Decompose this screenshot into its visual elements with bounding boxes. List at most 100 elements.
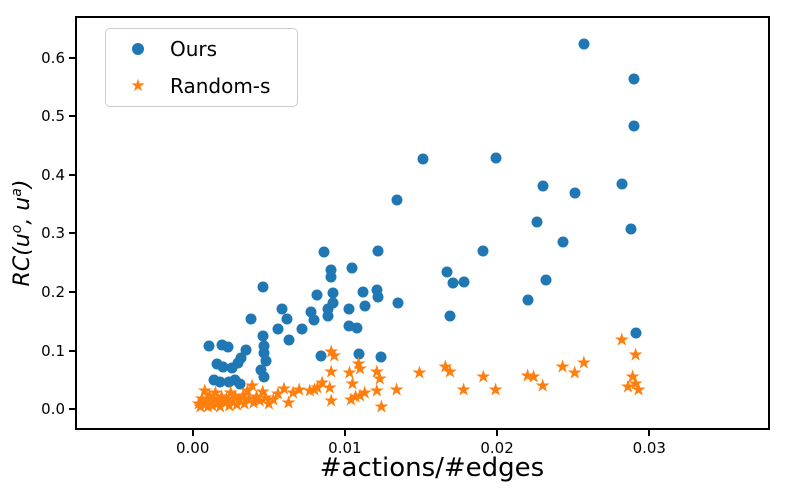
data-point-ours (257, 330, 269, 342)
data-point-ours (245, 313, 256, 325)
data-point-random-s: ★ (218, 388, 235, 410)
data-point-random-s: ★ (202, 392, 220, 414)
data-point-random-s: ★ (342, 388, 360, 410)
data-point-random-s: ★ (627, 373, 644, 395)
data-point-random-s: ★ (388, 378, 405, 400)
x-tick-label: 0.02 (480, 439, 514, 457)
data-point-ours (569, 187, 581, 199)
data-point-ours (346, 262, 358, 274)
data-point-ours (343, 320, 355, 332)
data-point-random-s: ★ (236, 393, 253, 415)
data-point-ours (315, 350, 327, 361)
y-tick-label: 0.6 (41, 48, 65, 67)
data-point-ours (477, 245, 489, 256)
data-point-random-s: ★ (201, 385, 218, 407)
data-point-random-s: ★ (368, 361, 385, 383)
data-point-ours (255, 364, 267, 376)
data-point-random-s: ★ (630, 379, 647, 401)
data-point-ours (537, 180, 549, 192)
data-point-ours (240, 344, 252, 356)
legend-label: Random-s (170, 74, 271, 98)
data-point-random-s: ★ (257, 387, 274, 409)
data-point-random-s: ★ (198, 390, 215, 412)
data-point-random-s: ★ (441, 360, 458, 382)
y-tick-mark (69, 173, 75, 176)
plot-area: 0.00 0.01 0.02 0.03 0.0 0.1 0.2 0.3 0.4 0.5 0.6 ★ ★… (41, 16, 770, 457)
data-point-ours (276, 303, 288, 315)
data-point-ours (375, 351, 387, 363)
data-point-random-s: ★ (373, 396, 390, 418)
data-point-random-s: ★ (347, 386, 364, 408)
data-point-random-s: ★ (352, 358, 369, 380)
y-tick-label: 0.5 (41, 107, 65, 126)
x-axis-label: #actions/#edges (319, 453, 545, 483)
data-point-random-s: ★ (326, 345, 343, 367)
data-point-random-s: ★ (196, 380, 213, 402)
data-point-random-s: ★ (239, 380, 256, 402)
data-point-ours (272, 323, 284, 335)
data-point-random-s: ★ (291, 378, 308, 400)
data-point-random-s: ★ (240, 388, 258, 410)
data-point-random-s: ★ (251, 390, 268, 412)
data-point-random-s: ★ (265, 389, 282, 411)
data-point-random-s: ★ (534, 375, 551, 397)
data-point-random-s: ★ (341, 361, 358, 383)
data-point-random-s: ★ (437, 356, 454, 378)
data-point-random-s: ★ (613, 329, 630, 351)
data-point-ours (217, 361, 229, 373)
data-point-ours (359, 300, 371, 312)
data-point-ours (325, 271, 337, 283)
y-tick-label: 0.0 (41, 400, 65, 419)
scatter-points: ★ ★ ★ ★ ★ ★ ★ ★ ★ ★ ★ ★ ★ ★ ★ ★ ★ ★ ★ ★ ★ ★ ★ ★ ★ ★ ★ ★ ★ ★ ★ ★ ★ ★ ★ ★ ★ ★ ★ ★… (77, 18, 768, 428)
data-point-random-s: ★ (227, 386, 244, 408)
random-s-star-icon: ★ (130, 75, 146, 96)
data-point-random-s: ★ (619, 376, 637, 398)
data-point-random-s: ★ (210, 390, 227, 412)
x-tick-mark (496, 430, 499, 436)
data-point-ours (351, 322, 363, 334)
legend-marker-cell (106, 43, 170, 55)
data-point-ours (211, 358, 223, 370)
data-point-random-s: ★ (323, 360, 340, 382)
data-point-random-s: ★ (356, 381, 373, 403)
legend-entry-random-s: ★ Random-s (106, 69, 297, 103)
data-point-random-s: ★ (411, 361, 428, 383)
data-point-random-s: ★ (243, 375, 261, 397)
x-tick-label: 0.03 (632, 439, 666, 457)
data-point-random-s: ★ (352, 385, 369, 407)
y-tick-label: 0.3 (41, 224, 65, 243)
data-point-ours (258, 340, 270, 352)
data-point-random-s: ★ (269, 383, 286, 405)
data-point-ours (628, 120, 640, 132)
data-point-random-s: ★ (208, 393, 226, 415)
data-point-ours (214, 376, 226, 388)
data-point-random-s: ★ (222, 382, 239, 404)
data-point-random-s: ★ (205, 388, 223, 410)
data-point-ours (311, 289, 323, 301)
data-point-random-s: ★ (525, 366, 542, 388)
data-point-random-s: ★ (301, 380, 318, 402)
data-point-ours (234, 378, 246, 390)
data-point-random-s: ★ (344, 373, 361, 395)
data-point-ours (447, 277, 459, 289)
data-point-ours (343, 303, 355, 315)
data-point-ours (441, 266, 453, 278)
data-point-random-s: ★ (519, 365, 536, 387)
data-point-random-s: ★ (475, 366, 492, 388)
x-tick-label: 0.01 (328, 439, 362, 457)
data-point-random-s: ★ (321, 377, 338, 399)
data-point-random-s: ★ (207, 381, 224, 403)
axis-ticks: 0.00 0.01 0.02 0.03 0.0 0.1 0.2 0.3 0.4 0.5 0.6 (41, 18, 768, 457)
data-point-ours (226, 362, 238, 374)
data-point-ours (417, 153, 428, 165)
data-point-ours (392, 297, 404, 309)
data-point-ours (223, 376, 235, 388)
data-point-ours (616, 178, 628, 190)
data-point-random-s: ★ (285, 382, 302, 404)
data-point-ours (260, 355, 272, 367)
data-point-random-s: ★ (221, 394, 238, 416)
data-point-random-s: ★ (196, 394, 213, 416)
data-point-ours (327, 287, 339, 299)
y-tick-mark (69, 232, 75, 235)
data-point-random-s: ★ (199, 396, 216, 418)
